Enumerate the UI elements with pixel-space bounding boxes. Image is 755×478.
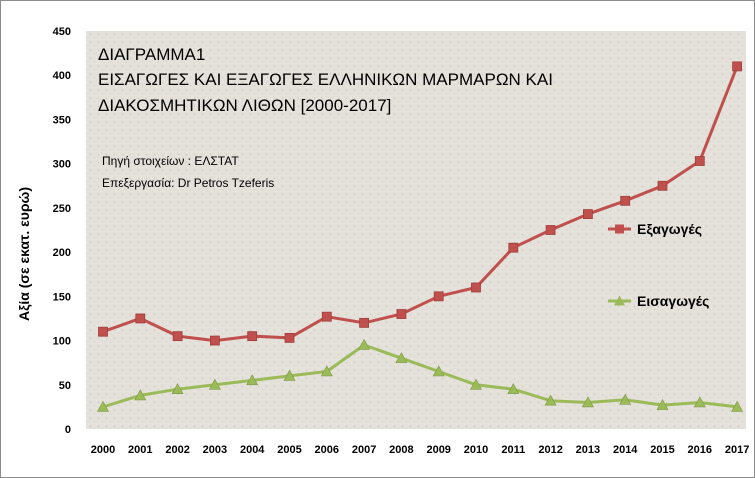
data-point (544, 394, 557, 406)
chart-title-line-1: ΔΙΑΓΡΑΜΜΑ1 (98, 45, 205, 64)
processing-note: Επεξεργασία: Dr Petros Tzeferis (102, 176, 274, 190)
x-tick-label: 2016 (688, 444, 712, 456)
series-line (102, 65, 739, 343)
legend-label: Εξαγωγές (637, 221, 702, 237)
y-tick-label: 350 (53, 114, 71, 126)
legend-label: Εισαγωγές (637, 293, 709, 309)
data-point (396, 309, 407, 319)
x-tick-label: 2000 (91, 444, 115, 456)
data-point (320, 365, 333, 377)
y-axis-ticks: 0 50 100 150 200 250 300 350 400 450 (53, 26, 71, 436)
x-tick-label: 2002 (165, 444, 189, 456)
data-point (359, 317, 370, 328)
y-tick-label: 450 (53, 26, 71, 38)
chart-title-line-3: ΔΙΑΚΟΣΜΗΤΙΚΩΝ ΛΙΘΩΝ [2000-2017] (98, 96, 391, 115)
x-tick-label: 2006 (315, 444, 339, 456)
chart-title-line-2: ΕΙΣΑΓΩΓΕΣ ΚΑΙ ΕΞΑΓΩΓΕΣ ΕΛΛΗΝΙΚΩΝ ΜΑΡΜΑΡΩ… (98, 70, 553, 89)
x-tick-label: 2004 (240, 444, 265, 456)
series-layer (96, 61, 744, 412)
legend-marker (615, 224, 624, 234)
data-point (732, 61, 742, 72)
series-line (102, 343, 738, 409)
data-point (284, 333, 295, 343)
data-point (358, 338, 371, 350)
x-tick-label: 2011 (501, 444, 525, 456)
y-tick-label: 300 (53, 159, 71, 171)
y-tick-label: 200 (53, 247, 71, 259)
data-point (545, 225, 556, 235)
data-point (96, 400, 110, 412)
data-point (172, 331, 183, 342)
data-point (432, 365, 445, 377)
data-point (471, 282, 481, 293)
data-point (620, 195, 631, 206)
x-tick-label: 2003 (203, 444, 227, 456)
legend: Εξαγωγές Εισαγωγές (608, 221, 709, 309)
source-note: Πηγή στοιχείων : ΕΛΣΤΑΤ (102, 154, 239, 168)
data-point (247, 331, 258, 342)
data-point (656, 398, 669, 410)
data-point (619, 393, 632, 405)
data-point (321, 311, 332, 322)
x-tick-label: 2014 (613, 444, 638, 456)
x-tick-label: 2005 (277, 444, 301, 456)
data-point (134, 389, 147, 401)
legend-item: Εισαγωγές (608, 293, 709, 309)
x-tick-label: 2015 (650, 444, 674, 456)
x-tick-label: 2001 (128, 444, 152, 456)
x-axis-ticks: 2000 2001 2002 2003 2004 2005 2006 2007 2008 2009… (91, 444, 750, 456)
x-tick-label: 2017 (725, 444, 749, 456)
x-tick-label: 2007 (352, 444, 376, 456)
data-point (171, 383, 184, 395)
series-exports (98, 61, 742, 346)
x-tick-label: 2008 (389, 444, 413, 456)
y-tick-label: 150 (53, 291, 71, 303)
data-point (583, 209, 593, 219)
y-tick-label: 250 (53, 203, 71, 215)
data-point (283, 369, 296, 381)
y-tick-label: 100 (53, 336, 71, 348)
x-tick-label: 2013 (576, 444, 600, 456)
data-point (581, 396, 594, 408)
data-point (469, 378, 483, 390)
y-tick-label: 0 (65, 424, 71, 436)
y-axis-label: Αξία (σε εκατ. ευρώ) (16, 187, 32, 321)
data-point (135, 313, 146, 324)
data-point (693, 396, 706, 408)
series-imports (96, 338, 744, 412)
x-tick-label: 2009 (426, 444, 450, 456)
x-tick-label: 2010 (464, 444, 488, 456)
data-point (657, 180, 668, 191)
data-point (209, 335, 220, 346)
data-point (433, 291, 444, 302)
data-point (208, 378, 221, 390)
y-tick-label: 50 (59, 380, 71, 392)
data-point (395, 352, 408, 364)
data-point (507, 383, 520, 395)
legend-item: Εξαγωγές (608, 221, 702, 237)
data-point (508, 242, 519, 253)
legend-marker (614, 295, 625, 306)
data-point (731, 400, 744, 412)
data-point (98, 326, 108, 337)
x-tick-label: 2012 (538, 444, 562, 456)
data-point (694, 156, 705, 166)
y-tick-label: 400 (53, 70, 71, 82)
data-point (246, 374, 259, 386)
